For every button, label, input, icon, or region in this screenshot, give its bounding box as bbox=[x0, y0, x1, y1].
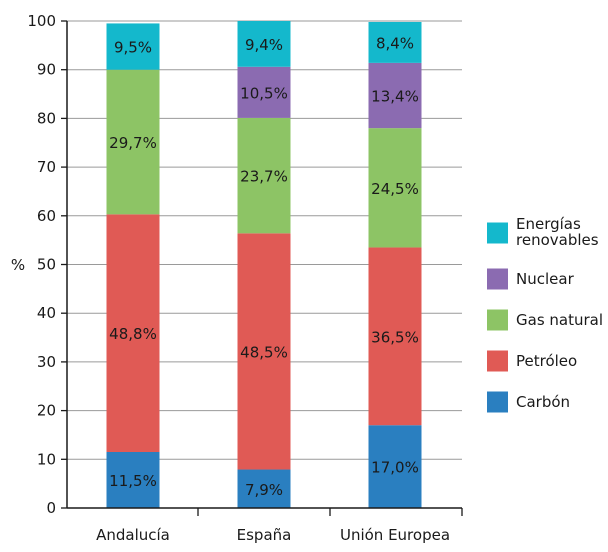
bars bbox=[106, 21, 422, 508]
x-category-label: España bbox=[237, 526, 292, 544]
legend-label: Petróleo bbox=[516, 352, 577, 370]
data-label: 7,9% bbox=[245, 481, 283, 499]
y-tick-label: 70 bbox=[37, 158, 56, 176]
data-label: 23,7% bbox=[240, 168, 288, 186]
bar-segment bbox=[106, 23, 160, 70]
legend: Energías renovables Nuclear Gas natural Petr… bbox=[487, 215, 603, 413]
data-label: 24,5% bbox=[371, 180, 419, 198]
legend-swatch bbox=[487, 391, 508, 413]
y-tick-label: 10 bbox=[37, 450, 56, 468]
bar-segment bbox=[368, 247, 422, 426]
bar-segment bbox=[106, 451, 160, 508]
x-category-label: Andalucía bbox=[96, 526, 170, 544]
y-tick-label: 20 bbox=[37, 402, 56, 420]
data-label: 13,4% bbox=[371, 88, 419, 106]
data-label: 36,5% bbox=[371, 328, 419, 346]
legend-label: Nuclear bbox=[516, 270, 575, 288]
data-label: 8,4% bbox=[376, 34, 414, 52]
y-tick-label: 0 bbox=[46, 499, 56, 517]
bar-segment bbox=[106, 214, 160, 452]
y-tick-label: 80 bbox=[37, 109, 56, 127]
data-label: 10,5% bbox=[240, 84, 288, 102]
legend-swatch bbox=[487, 309, 508, 331]
bar-segment bbox=[237, 469, 291, 508]
y-tick-label: 50 bbox=[37, 256, 56, 274]
data-labels: 11,5% 48,8% 29,7% 9,5% 7,9% 48,5% 23,7% 10,5% 9,… bbox=[109, 34, 419, 498]
data-label: 17,0% bbox=[371, 459, 419, 477]
legend-swatch bbox=[487, 222, 508, 244]
y-tick-label: 100 bbox=[27, 12, 56, 30]
bar-segment bbox=[368, 425, 422, 508]
data-label: 29,7% bbox=[109, 134, 157, 152]
data-label: 9,5% bbox=[114, 39, 152, 57]
x-category-label: Unión Europea bbox=[340, 526, 450, 544]
legend-label: Energías renovables bbox=[516, 215, 599, 249]
bar-segment bbox=[237, 21, 291, 67]
bar-segment bbox=[237, 66, 291, 118]
legend-swatch bbox=[487, 350, 508, 372]
bar-segment bbox=[237, 117, 291, 234]
y-tick-label: 90 bbox=[37, 61, 56, 79]
data-label: 11,5% bbox=[109, 472, 157, 490]
bar-segment bbox=[368, 128, 422, 248]
data-label: 9,4% bbox=[245, 36, 283, 54]
bar-segment bbox=[237, 233, 291, 470]
y-tick-label: 40 bbox=[37, 304, 56, 322]
legend-label: Gas natural bbox=[516, 311, 603, 329]
bar-segment bbox=[368, 62, 422, 129]
data-label: 48,5% bbox=[240, 343, 288, 361]
y-axis-title: % bbox=[11, 256, 25, 274]
axes: 0 10 20 30 40 50 60 70 80 90 100 Andalucía España Uni… bbox=[27, 12, 463, 544]
data-label: 48,8% bbox=[109, 325, 157, 343]
legend-swatch bbox=[487, 268, 508, 290]
bar-segment bbox=[106, 69, 160, 215]
y-tick-label: 30 bbox=[37, 353, 56, 371]
y-tick-label: 60 bbox=[37, 207, 56, 225]
legend-label: Carbón bbox=[516, 393, 570, 411]
bar-segment bbox=[368, 21, 422, 63]
